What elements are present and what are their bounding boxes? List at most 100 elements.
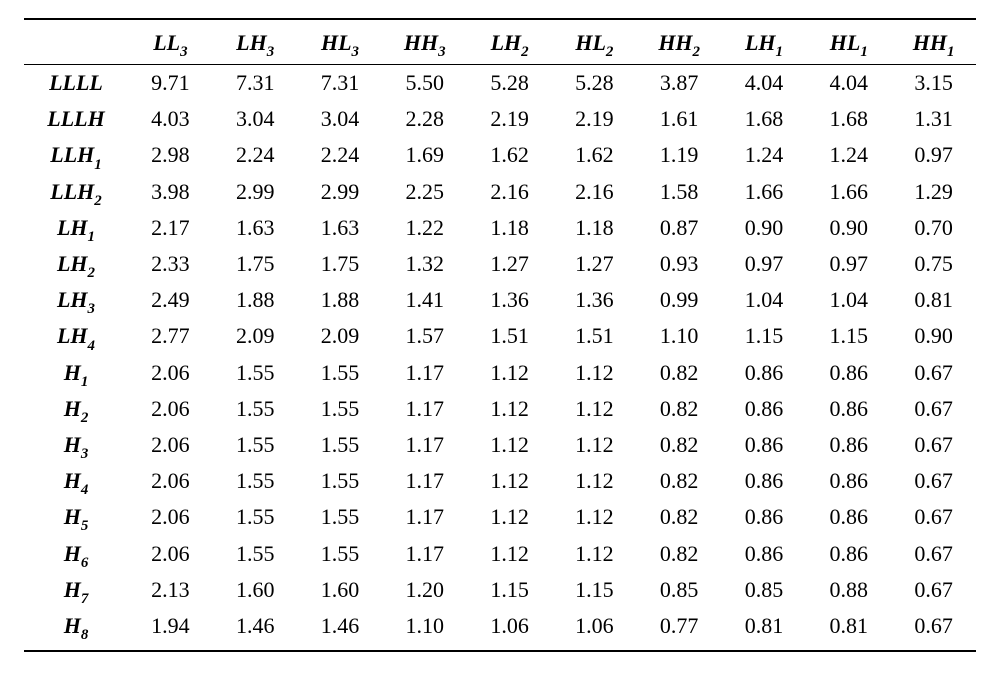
table-cell: 2.17: [128, 210, 213, 246]
table-row: H72.131.601.601.201.151.150.850.850.880.…: [24, 572, 976, 608]
table-cell: 1.10: [382, 608, 467, 651]
table-cell: 2.19: [467, 101, 552, 137]
table-cell: 1.75: [298, 246, 383, 282]
table-cell: 1.17: [382, 427, 467, 463]
table-cell: 0.97: [722, 246, 807, 282]
table-cell: 1.75: [213, 246, 298, 282]
table-cell: 1.62: [552, 137, 637, 173]
table-cell: 2.16: [552, 174, 637, 210]
table-cell: 1.69: [382, 137, 467, 173]
table-cell: 2.33: [128, 246, 213, 282]
table-cell: 1.55: [213, 499, 298, 535]
table-header-cell: LH3: [213, 19, 298, 65]
table-row: LH12.171.631.631.221.181.180.870.900.900…: [24, 210, 976, 246]
table-cell: 2.99: [298, 174, 383, 210]
table-cell: 0.90: [891, 318, 976, 354]
table-cell: 0.67: [891, 391, 976, 427]
table-cell: 7.31: [213, 65, 298, 102]
table-cell: 2.19: [552, 101, 637, 137]
table-cell: 1.32: [382, 246, 467, 282]
table-cell: 2.98: [128, 137, 213, 173]
table-row-label: LLH2: [24, 174, 128, 210]
table-row: LLLH4.033.043.042.282.192.191.611.681.68…: [24, 101, 976, 137]
table-cell: 1.55: [298, 499, 383, 535]
table-cell: 1.20: [382, 572, 467, 608]
table-cell: 0.81: [806, 608, 891, 651]
table-cell: 1.06: [467, 608, 552, 651]
table-row-label: LLLL: [24, 65, 128, 102]
table-cell: 1.29: [891, 174, 976, 210]
table-cell: 0.81: [722, 608, 807, 651]
table-cell: 1.63: [213, 210, 298, 246]
table-cell: 5.28: [552, 65, 637, 102]
data-table: LL3 LH3 HL3 HH3 LH2 HL2 HH2 LH1 HL1 HH1 …: [24, 18, 976, 652]
table-cell: 1.15: [722, 318, 807, 354]
table-cell: 0.86: [722, 535, 807, 571]
table-cell: 2.06: [128, 427, 213, 463]
table-cell: 1.12: [552, 391, 637, 427]
table-cell: 1.17: [382, 535, 467, 571]
table-header-cell: HL3: [298, 19, 383, 65]
table-cell: 2.28: [382, 101, 467, 137]
table-cell: 1.12: [552, 499, 637, 535]
table-row-label: H6: [24, 535, 128, 571]
table-cell: 1.06: [552, 608, 637, 651]
table-cell: 0.90: [806, 210, 891, 246]
table-cell: 2.49: [128, 282, 213, 318]
table-cell: 1.46: [298, 608, 383, 651]
table-cell: 1.17: [382, 391, 467, 427]
table-cell: 1.27: [552, 246, 637, 282]
table-cell: 0.82: [637, 535, 722, 571]
table-header-cell: LL3: [128, 19, 213, 65]
table-cell: 1.36: [467, 282, 552, 318]
table-cell: 0.86: [722, 499, 807, 535]
table-cell: 0.67: [891, 572, 976, 608]
table-header-cell: LH1: [722, 19, 807, 65]
table-cell: 2.13: [128, 572, 213, 608]
table-cell: 0.82: [637, 499, 722, 535]
table-cell: 2.77: [128, 318, 213, 354]
page: LL3 LH3 HL3 HH3 LH2 HL2 HH2 LH1 HL1 HH1 …: [0, 0, 1000, 688]
table-cell: 1.63: [298, 210, 383, 246]
table-cell: 1.04: [806, 282, 891, 318]
table-row: H22.061.551.551.171.121.120.820.860.860.…: [24, 391, 976, 427]
table-cell: 2.06: [128, 355, 213, 391]
table-cell: 0.82: [637, 463, 722, 499]
table-cell: 1.88: [298, 282, 383, 318]
table-cell: 1.88: [213, 282, 298, 318]
table-cell: 2.99: [213, 174, 298, 210]
table-row-label: LH3: [24, 282, 128, 318]
table-row: H81.941.461.461.101.061.060.770.810.810.…: [24, 608, 976, 651]
table-cell: 1.36: [552, 282, 637, 318]
table-row: LH32.491.881.881.411.361.360.991.041.040…: [24, 282, 976, 318]
table-row: H32.061.551.551.171.121.120.820.860.860.…: [24, 427, 976, 463]
table-cell: 1.66: [806, 174, 891, 210]
table-cell: 1.12: [552, 463, 637, 499]
table-cell: 1.68: [806, 101, 891, 137]
table-cell: 1.24: [722, 137, 807, 173]
table-cell: 1.12: [552, 427, 637, 463]
table-header-row: LL3 LH3 HL3 HH3 LH2 HL2 HH2 LH1 HL1 HH1: [24, 19, 976, 65]
table-cell: 3.04: [213, 101, 298, 137]
table-cell: 1.15: [552, 572, 637, 608]
table-cell: 2.06: [128, 535, 213, 571]
table-cell: 1.55: [298, 463, 383, 499]
table-cell: 1.55: [213, 427, 298, 463]
table-cell: 1.18: [467, 210, 552, 246]
table-cell: 2.09: [213, 318, 298, 354]
table-row: LH42.772.092.091.571.511.511.101.151.150…: [24, 318, 976, 354]
table-cell: 0.85: [637, 572, 722, 608]
table-header-cell: HH3: [382, 19, 467, 65]
table-cell: 1.55: [298, 391, 383, 427]
table-cell: 3.04: [298, 101, 383, 137]
table-cell: 1.12: [467, 499, 552, 535]
table-cell: 2.06: [128, 463, 213, 499]
table-cell: 1.68: [722, 101, 807, 137]
table-cell: 1.12: [552, 535, 637, 571]
table-cell: 1.55: [213, 535, 298, 571]
table-cell: 1.04: [722, 282, 807, 318]
table-row: LH22.331.751.751.321.271.270.930.970.970…: [24, 246, 976, 282]
table-cell: 0.67: [891, 463, 976, 499]
table-cell: 0.85: [722, 572, 807, 608]
table-row: LLH23.982.992.992.252.162.161.581.661.66…: [24, 174, 976, 210]
